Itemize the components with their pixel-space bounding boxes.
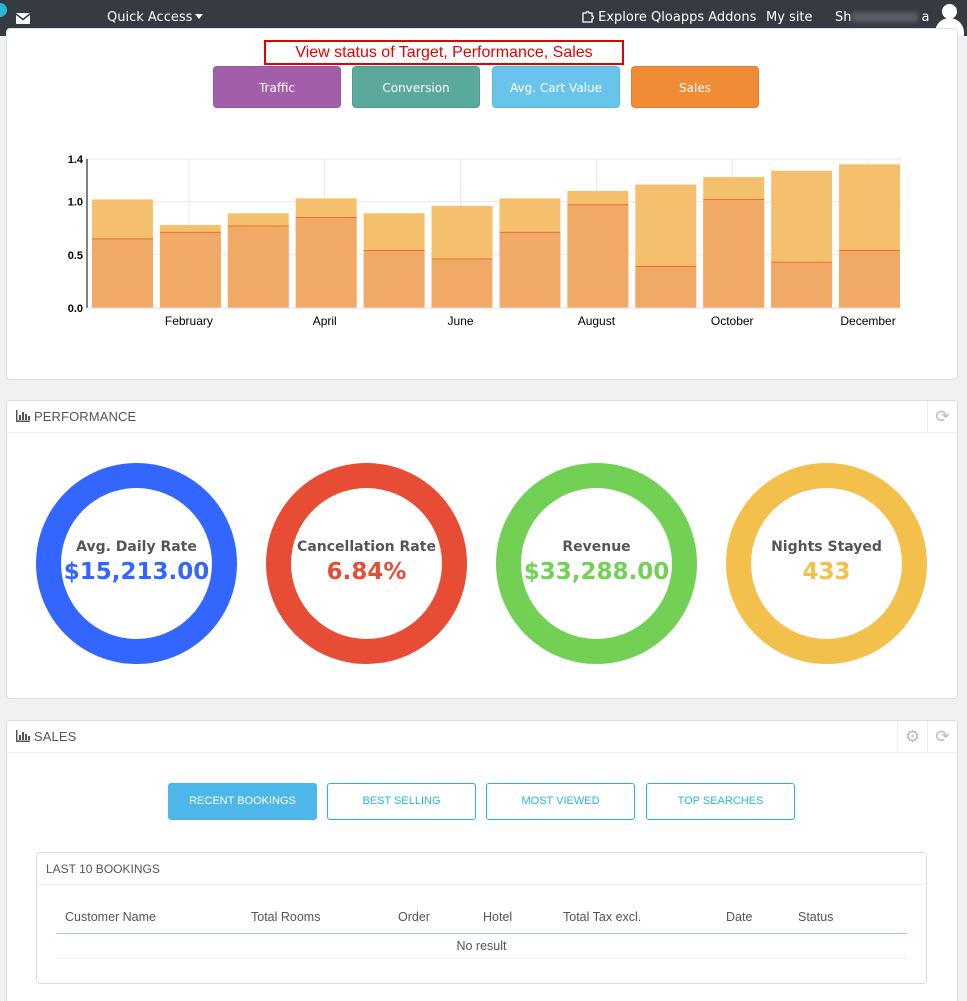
- ring-center: [751, 488, 902, 639]
- bar-actual: [431, 259, 493, 308]
- ring-center: [61, 488, 212, 639]
- empty-table-message: No result: [456, 939, 507, 953]
- ring-center: [521, 488, 672, 639]
- gear-icon: ⚙: [904, 727, 921, 746]
- nights-stayed-label: Nights Stayed: [771, 539, 882, 555]
- nights-stayed-ring: Nights Stayed 433: [726, 463, 927, 664]
- annotation-box: View status of Target, Performance, Sale…: [264, 40, 624, 65]
- avg-daily-rate-label: Avg. Daily Rate: [76, 539, 197, 555]
- x-tick-label: August: [578, 314, 616, 328]
- sales-title: SALES: [34, 729, 77, 744]
- user-name-redacted: [851, 12, 918, 22]
- refresh-button[interactable]: ⟳: [927, 721, 957, 753]
- ring-center: [291, 488, 442, 639]
- y-tick-label: 0.0: [68, 303, 83, 315]
- revenue-ring: Revenue $33,288.00: [496, 463, 697, 664]
- y-tick-label: 0.5: [68, 250, 83, 262]
- bar-chart-icon: [16, 730, 30, 742]
- cancellation-rate-label: Cancellation Rate: [297, 539, 436, 555]
- chevron-down-icon: [195, 14, 204, 19]
- y-tick-label: 1.4: [68, 154, 84, 166]
- cancellation-rate-value: 6.84%: [326, 559, 407, 585]
- last-bookings-panel: LAST 10 BOOKINGS Customer Name Total Roo…: [36, 852, 927, 984]
- tab-best-selling[interactable]: BEST SELLING: [327, 783, 476, 820]
- bar-actual: [295, 217, 357, 308]
- y-tick-label: 1.0: [68, 197, 83, 209]
- column-status: Status: [798, 910, 834, 924]
- my-site-label: My site: [766, 10, 813, 25]
- goals-chart: 0.0 0.5 1.0 1.4 February April June August Octob…: [68, 154, 902, 328]
- avatar-head: [942, 4, 957, 19]
- performance-heading: PERFORMANCE ⟳: [7, 401, 957, 433]
- column-customer-name: Customer Name: [65, 910, 156, 924]
- column-order: Order: [398, 910, 430, 924]
- avg-daily-rate-ring: Avg. Daily Rate $15,213.00: [36, 463, 237, 664]
- bar-actual: [159, 232, 221, 308]
- refresh-icon: ⟳: [935, 727, 950, 746]
- bar-actual: [499, 232, 561, 308]
- explore-addons-label: Explore Qloapps Addons: [598, 10, 757, 25]
- refresh-icon: ⟳: [935, 407, 950, 426]
- traffic-button[interactable]: Traffic: [213, 66, 341, 108]
- explore-addons-link[interactable]: Explore Qloapps Addons: [581, 10, 756, 25]
- bar-actual: [635, 266, 697, 308]
- refresh-button[interactable]: ⟳: [927, 401, 957, 433]
- quick-access-label: Quick Access: [107, 10, 193, 25]
- divider: [37, 884, 926, 885]
- user-name-end: a: [921, 10, 930, 25]
- column-total-tax-excl: Total Tax excl.: [563, 910, 642, 924]
- quick-access-menu[interactable]: Quick Access: [107, 10, 204, 25]
- user-name-start: Sh: [835, 10, 852, 25]
- bar-actual: [771, 262, 833, 308]
- bar-actual: [227, 226, 289, 308]
- bar-actual: [92, 238, 153, 308]
- sales-heading: SALES ⚙ ⟳: [7, 721, 957, 753]
- divider: [56, 958, 907, 959]
- avg-daily-rate-value: $15,213.00: [63, 559, 210, 585]
- column-total-rooms: Total Rooms: [251, 910, 321, 924]
- notification-dot[interactable]: [0, 3, 7, 17]
- tab-most-viewed[interactable]: MOST VIEWED: [486, 783, 635, 820]
- tab-top-searches[interactable]: TOP SEARCHES: [646, 783, 795, 820]
- sales-button[interactable]: Sales: [631, 66, 759, 108]
- x-tick-label: October: [711, 314, 754, 328]
- revenue-label: Revenue: [562, 539, 631, 555]
- my-site-link[interactable]: My site: [766, 10, 813, 25]
- performance-title: PERFORMANCE: [34, 409, 137, 424]
- user-menu[interactable]: Sh a: [835, 10, 941, 25]
- bar-actual: [363, 250, 425, 308]
- column-hotel: Hotel: [483, 910, 513, 924]
- avg-cart-value-button[interactable]: Avg. Cart Value: [492, 66, 620, 108]
- conversion-button[interactable]: Conversion: [352, 66, 480, 108]
- column-date: Date: [726, 910, 753, 924]
- x-tick-label: February: [165, 314, 213, 328]
- bar-actual: [839, 250, 900, 308]
- tab-recent-bookings[interactable]: RECENT BOOKINGS: [168, 783, 317, 820]
- puzzle-icon: [582, 10, 595, 23]
- cancellation-rate-ring: Cancellation Rate 6.84%: [266, 463, 467, 664]
- nights-stayed-value: 433: [802, 559, 851, 585]
- bar-actual: [567, 204, 629, 308]
- revenue-value: $33,288.00: [523, 559, 670, 585]
- bar-chart-icon: [16, 410, 30, 422]
- x-tick-label: April: [313, 314, 337, 328]
- x-tick-label: December: [840, 314, 895, 328]
- mail-icon[interactable]: [16, 13, 30, 24]
- bar-actual: [703, 199, 765, 308]
- x-tick-label: June: [448, 314, 474, 328]
- table-header-divider: [56, 933, 907, 934]
- last-bookings-title: LAST 10 BOOKINGS: [46, 862, 160, 876]
- configure-button[interactable]: ⚙: [897, 721, 927, 753]
